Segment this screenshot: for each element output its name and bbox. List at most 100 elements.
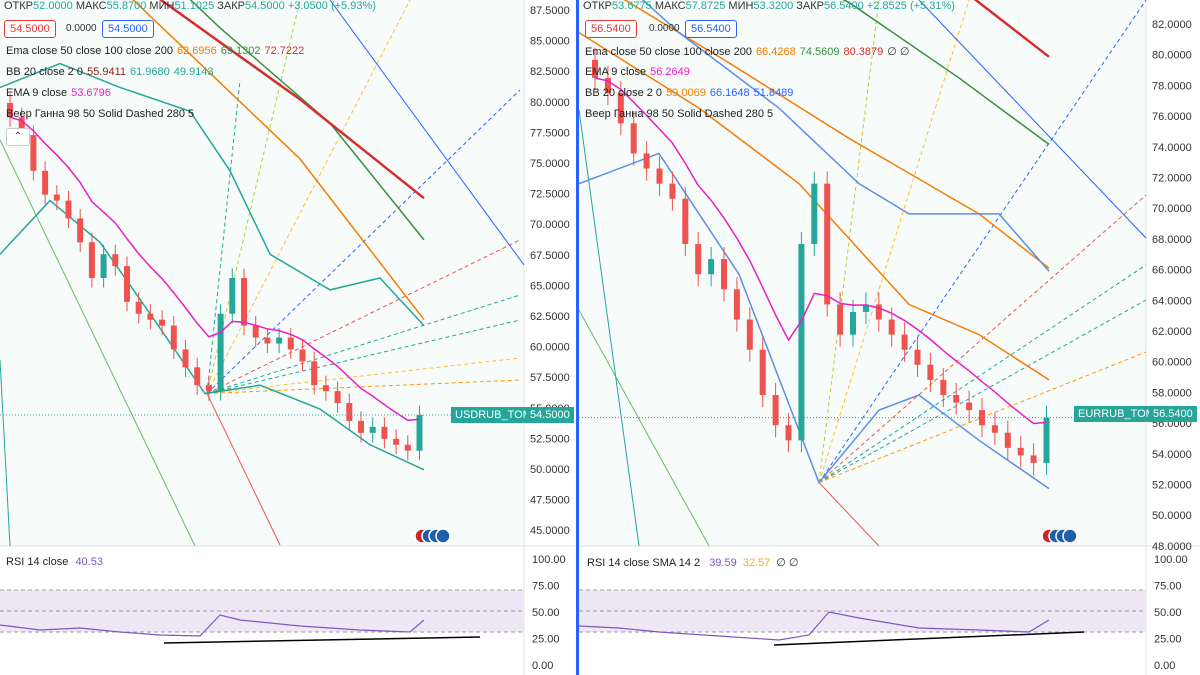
candle-body <box>592 59 598 78</box>
candle-body <box>1017 447 1024 456</box>
gann-fan-line <box>818 264 1147 484</box>
gann-fan-line <box>206 379 521 395</box>
gann-fan-line <box>206 0 301 394</box>
candle-body <box>205 385 212 392</box>
rsi-value: 39.59 <box>709 557 737 569</box>
ema-line <box>132 0 425 321</box>
last-price-tag: 56.5400 <box>1149 406 1197 422</box>
candle-body <box>100 254 107 278</box>
indicator-name: Веер Ганна 98 50 Solid Dashed 280 5 <box>6 108 195 120</box>
trend-line <box>0 359 11 547</box>
rsi-trend-line <box>163 636 481 644</box>
candle-body <box>733 289 740 320</box>
price-axis-label: 80.0000 <box>530 97 570 109</box>
indicator-name: Веер Ганна 98 50 Solid Dashed 280 5 <box>585 108 774 120</box>
candle-body <box>135 301 142 314</box>
ema-line <box>158 0 425 200</box>
indicator-value: 74.5609 <box>799 46 840 58</box>
candle-body <box>124 266 130 302</box>
price-axis-label: 72.0000 <box>1152 173 1192 185</box>
price-axis-label: 45.0000 <box>530 525 570 537</box>
candle-body <box>241 278 247 326</box>
candle-body <box>1004 432 1011 448</box>
sell-price-button[interactable]: 56.5400 <box>585 20 637 38</box>
candle-body <box>772 395 779 426</box>
gann-fan-line <box>206 294 521 395</box>
indicator-legend-row[interactable]: Ema close 50 close 100 close 200 62.6956 6… <box>6 45 308 57</box>
buy-price-button[interactable]: 54.5000 <box>102 20 154 38</box>
price-axis-label: 62.0000 <box>1152 326 1192 338</box>
indicator-legend-row[interactable]: BB 20 close 2 0 55.9411 61.9680 49.9143 <box>6 66 218 78</box>
indicator-value: 69.1302 <box>220 45 261 57</box>
indicator-legend-row[interactable]: Веер Ганна 98 50 Solid Dashed 280 5 <box>6 108 198 120</box>
candle-body <box>229 278 236 314</box>
ema9-line <box>594 77 1047 425</box>
indicator-name: BB 20 close 2 0 <box>6 66 84 78</box>
indicator-value: 51.8489 <box>753 87 794 99</box>
ema-line <box>189 0 425 241</box>
price-axis-label: 57.5000 <box>530 372 570 384</box>
indicator-legend-row[interactable]: Ema close 50 close 100 close 200 66.4268 7… <box>585 45 913 58</box>
rsi-axis-label: 25.00 <box>532 634 560 646</box>
pane-divider[interactable] <box>576 0 579 675</box>
candle-body <box>404 444 411 451</box>
indicator-legend-row[interactable]: BB 20 close 2 0 59.0069 66.1648 51.8489 <box>585 87 797 99</box>
indicator-name: BB 20 close 2 0 <box>585 87 663 99</box>
indicator-legend-row[interactable]: EMA 9 close 56.2649 <box>585 66 694 78</box>
buy-price-button[interactable]: 56.5400 <box>685 20 737 38</box>
indicator-legend-row[interactable]: Веер Ганна 98 50 Solid Dashed 280 5 <box>585 108 777 120</box>
trend-line <box>329 0 525 266</box>
gann-fan-line <box>818 0 1147 483</box>
price-chart-usdrub[interactable]: 87.5000 85.0000 82.5000 80.0000 77.5000 75.00… <box>0 0 576 675</box>
price-axis-label: 68.0000 <box>1152 234 1192 246</box>
candle-body <box>170 325 177 350</box>
rsi-line <box>579 611 1050 641</box>
bollinger-upper <box>0 62 425 327</box>
ema-line <box>579 32 1050 381</box>
rsi-axis-label: 50.00 <box>1154 607 1182 619</box>
spread-value: 0.0000 <box>649 23 680 34</box>
candle-body <box>252 325 259 338</box>
candle-body <box>979 410 985 426</box>
rsi-value: ∅ ∅ <box>776 557 799 569</box>
event-flag-icon <box>1062 528 1078 544</box>
rsi-legend: RSI 14 close SMA 14 2 39.59 32.57 ∅ ∅ <box>587 557 799 569</box>
candle-body <box>88 242 95 278</box>
sell-price-button[interactable]: 54.5000 <box>4 20 56 38</box>
spread-value: 0.0000 <box>66 23 97 34</box>
ema9-line <box>9 116 420 422</box>
candle-body <box>18 117 25 136</box>
collapse-legend-button[interactable]: ⌃ <box>6 128 30 146</box>
candle-body <box>322 385 329 392</box>
price-axis-label: 74.0000 <box>1152 142 1192 154</box>
trend-line <box>579 309 710 547</box>
gann-fan-line <box>818 194 1147 483</box>
gann-fan-line <box>818 0 970 483</box>
price-axis-label: 85.0000 <box>530 36 570 48</box>
rsi-axis-label: 0.00 <box>532 660 553 672</box>
candle-body <box>695 244 702 275</box>
price-axis-label: 67.5000 <box>530 250 570 262</box>
indicator-value: 53.6796 <box>71 87 111 99</box>
candle-body <box>147 313 154 320</box>
candle-body <box>7 102 13 118</box>
indicator-value: 55.9411 <box>87 66 127 78</box>
ema-line <box>973 0 1050 58</box>
candle-body <box>358 420 364 433</box>
price-axis-label: 76.0000 <box>1152 111 1192 123</box>
candle-body <box>991 425 998 433</box>
indicator-legend-row[interactable]: EMA 9 close 53.6796 <box>6 87 115 99</box>
price-axis-label: 47.5000 <box>530 495 570 507</box>
candle-body <box>888 319 895 335</box>
price-chart-eurrub[interactable]: 82.0000 80.0000 78.0000 76.0000 74.0000 72.00… <box>579 0 1200 675</box>
price-axis-label: 66.0000 <box>1152 265 1192 277</box>
candle-body <box>630 123 637 154</box>
candle-body <box>862 304 869 312</box>
indicator-value: 56.2649 <box>650 66 690 78</box>
candle-body <box>42 170 49 195</box>
ohlc-readout: ОТКР53.6775 МАКС57.8725 МИН53.3200 ЗАКР5… <box>583 0 955 12</box>
candle-body <box>785 425 792 441</box>
chart-pane-eurrub[interactable]: 82.0000 80.0000 78.0000 76.0000 74.0000 72.00… <box>579 0 1200 675</box>
chart-pane-usdrub[interactable]: 87.5000 85.0000 82.5000 80.0000 77.5000 75.00… <box>0 0 576 675</box>
plot-background <box>0 0 524 546</box>
